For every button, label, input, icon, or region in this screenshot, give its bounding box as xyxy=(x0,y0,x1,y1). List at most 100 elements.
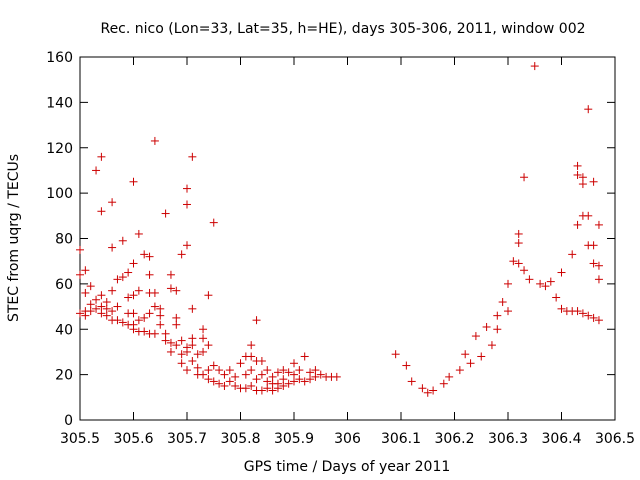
data-point xyxy=(578,180,587,189)
data-point xyxy=(145,309,154,318)
x-tick-label: 305.5 xyxy=(60,431,100,447)
data-point xyxy=(316,370,325,379)
data-point xyxy=(295,366,304,375)
data-point xyxy=(129,325,138,334)
data-point xyxy=(231,372,240,381)
data-point xyxy=(108,286,117,295)
data-point xyxy=(306,375,315,384)
data-point xyxy=(290,359,298,368)
data-point xyxy=(284,368,293,377)
data-point xyxy=(183,366,191,375)
data-point xyxy=(209,218,218,227)
data-point xyxy=(268,372,277,381)
data-point xyxy=(134,286,143,295)
data-point xyxy=(199,370,208,379)
data-point xyxy=(161,209,170,218)
data-point xyxy=(156,311,165,320)
y-tick-label: 100 xyxy=(46,186,73,202)
data-point xyxy=(536,279,545,288)
data-point xyxy=(241,384,250,393)
data-point xyxy=(252,316,261,325)
data-point xyxy=(557,304,566,313)
data-point xyxy=(584,105,593,114)
data-point xyxy=(578,173,587,182)
data-point xyxy=(145,252,154,261)
data-point xyxy=(546,277,555,286)
data-point xyxy=(594,316,603,325)
data-point xyxy=(594,261,603,270)
data-point xyxy=(295,375,304,384)
x-tick-label: 305.6 xyxy=(113,431,153,447)
data-point xyxy=(161,329,170,338)
data-point xyxy=(97,309,106,318)
data-point xyxy=(311,366,320,375)
data-point xyxy=(150,302,159,311)
data-point xyxy=(150,288,159,297)
data-point xyxy=(97,207,106,216)
data-point xyxy=(263,366,272,375)
data-point xyxy=(247,366,256,375)
data-point xyxy=(172,341,181,350)
data-point xyxy=(407,377,416,386)
data-point xyxy=(311,372,320,381)
data-point xyxy=(145,270,154,279)
y-tick-label: 80 xyxy=(55,232,73,248)
data-point xyxy=(455,366,464,375)
data-point xyxy=(594,275,603,284)
data-point xyxy=(423,388,432,397)
data-point xyxy=(183,200,191,209)
data-point xyxy=(300,352,309,361)
data-point xyxy=(86,307,95,316)
data-point xyxy=(418,384,427,393)
x-tick-label: 306.5 xyxy=(595,431,635,447)
data-point xyxy=(172,320,181,329)
data-point xyxy=(225,366,234,375)
data-point xyxy=(129,259,138,268)
data-point xyxy=(557,268,566,277)
y-tick-label: 140 xyxy=(46,95,73,111)
data-point xyxy=(156,320,165,329)
data-point xyxy=(118,273,127,282)
y-axis: 0 20 40 60 80 100 120 140 160 xyxy=(46,50,615,429)
data-point xyxy=(552,293,561,302)
data-point xyxy=(461,350,470,359)
data-point xyxy=(215,379,224,388)
data-point xyxy=(97,152,106,161)
data-point xyxy=(504,307,512,316)
data-point xyxy=(493,311,502,320)
data-point xyxy=(541,282,550,291)
data-point xyxy=(493,325,502,334)
data-point xyxy=(332,372,341,381)
data-point xyxy=(113,316,122,325)
data-point xyxy=(150,329,159,338)
data-point xyxy=(290,377,298,386)
data-point xyxy=(108,198,117,207)
data-point xyxy=(129,177,138,186)
data-point xyxy=(124,293,133,302)
x-axis-label: GPS time / Days of year 2011 xyxy=(244,459,451,475)
data-point xyxy=(573,161,582,170)
plot-frame xyxy=(79,56,616,421)
data-point xyxy=(514,229,523,238)
data-point xyxy=(92,304,101,313)
data-point xyxy=(300,377,309,386)
data-point xyxy=(199,334,208,343)
y-tick-label: 120 xyxy=(46,141,73,157)
data-point xyxy=(220,381,229,390)
data-point xyxy=(402,361,411,370)
data-points xyxy=(76,62,603,397)
data-point xyxy=(482,322,491,331)
data-point xyxy=(177,250,186,259)
data-point xyxy=(573,220,582,229)
data-point xyxy=(188,357,197,366)
data-point xyxy=(498,298,507,307)
data-point xyxy=(102,304,111,313)
data-point xyxy=(76,270,84,279)
data-point xyxy=(166,284,175,293)
data-point xyxy=(118,318,127,327)
data-point xyxy=(568,250,577,259)
data-point xyxy=(199,325,208,334)
x-tick-label: 305.8 xyxy=(220,431,260,447)
data-point xyxy=(183,184,191,193)
